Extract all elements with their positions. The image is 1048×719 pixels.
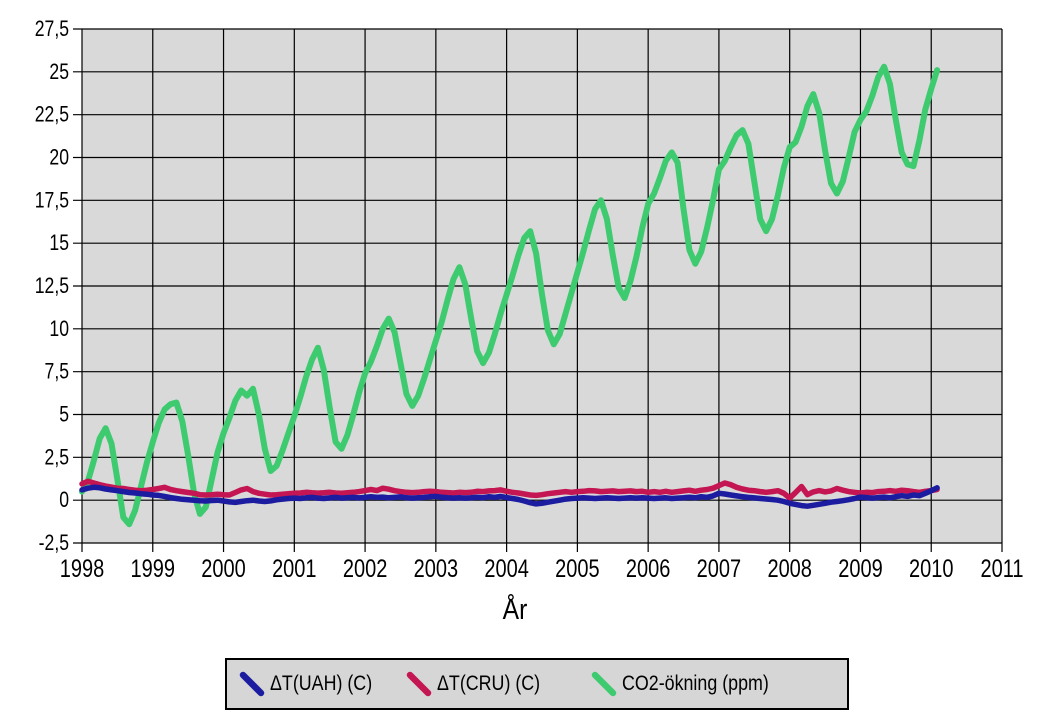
x-tick-label: 2007 xyxy=(697,555,741,583)
legend-label-cru: ΔT(CRU) (C) xyxy=(437,672,541,695)
y-tick-label: -2,5 xyxy=(39,531,69,555)
series-line-1 xyxy=(79,478,940,501)
y-tick-label: 17,5 xyxy=(35,189,69,213)
uah-line-marker-icon xyxy=(239,671,265,697)
cru-line-marker-icon xyxy=(406,671,432,697)
y-tick-label: 2,5 xyxy=(45,446,69,470)
series-line-2 xyxy=(79,63,941,528)
y-tick-label: 22,5 xyxy=(35,103,69,127)
legend-label-co2: CO2-ökning (ppm) xyxy=(621,672,769,695)
y-tick-label: 10 xyxy=(49,317,69,341)
legend-item-co2: CO2-ökning (ppm) xyxy=(591,671,795,697)
x-axis-title: År xyxy=(502,594,528,626)
y-tick-label: 12,5 xyxy=(35,274,69,298)
legend-item-uah: ΔT(UAH) (C) xyxy=(239,671,390,697)
legend-item-cru: ΔT(CRU) (C) xyxy=(406,671,558,697)
x-tick-label: 1999 xyxy=(131,555,175,583)
x-tick-label: 2009 xyxy=(838,555,882,583)
x-tick-label: 2001 xyxy=(272,555,316,583)
y-tick-label: 27,5 xyxy=(35,17,69,41)
x-tick-label: 1998 xyxy=(60,555,104,583)
legend: ΔT(UAH) (C) ΔT(CRU) (C) CO2-ökning (ppm) xyxy=(225,658,849,710)
series-line-0 xyxy=(79,484,940,509)
x-tick-label: 2010 xyxy=(909,555,953,583)
y-tick-label: 25 xyxy=(49,60,69,84)
x-tick-label: 2004 xyxy=(484,555,528,583)
y-tick-label: 0 xyxy=(59,488,69,512)
y-tick-label: 5 xyxy=(59,403,69,427)
x-tick-label: 2005 xyxy=(555,555,599,583)
y-tick-label: 15 xyxy=(49,231,69,255)
x-tick-label: 2006 xyxy=(626,555,670,583)
y-tick-label: 7,5 xyxy=(45,360,69,384)
x-tick-label: 2000 xyxy=(201,555,245,583)
y-tick-label: 20 xyxy=(49,146,69,170)
legend-label-uah: ΔT(UAH) (C) xyxy=(270,672,373,695)
x-tick-label: 2003 xyxy=(414,555,458,583)
x-tick-label: 2002 xyxy=(343,555,387,583)
x-tick-label: 2011 xyxy=(981,555,1024,583)
co2-line-marker-icon xyxy=(591,671,616,697)
x-tick-label: 2008 xyxy=(767,555,811,583)
